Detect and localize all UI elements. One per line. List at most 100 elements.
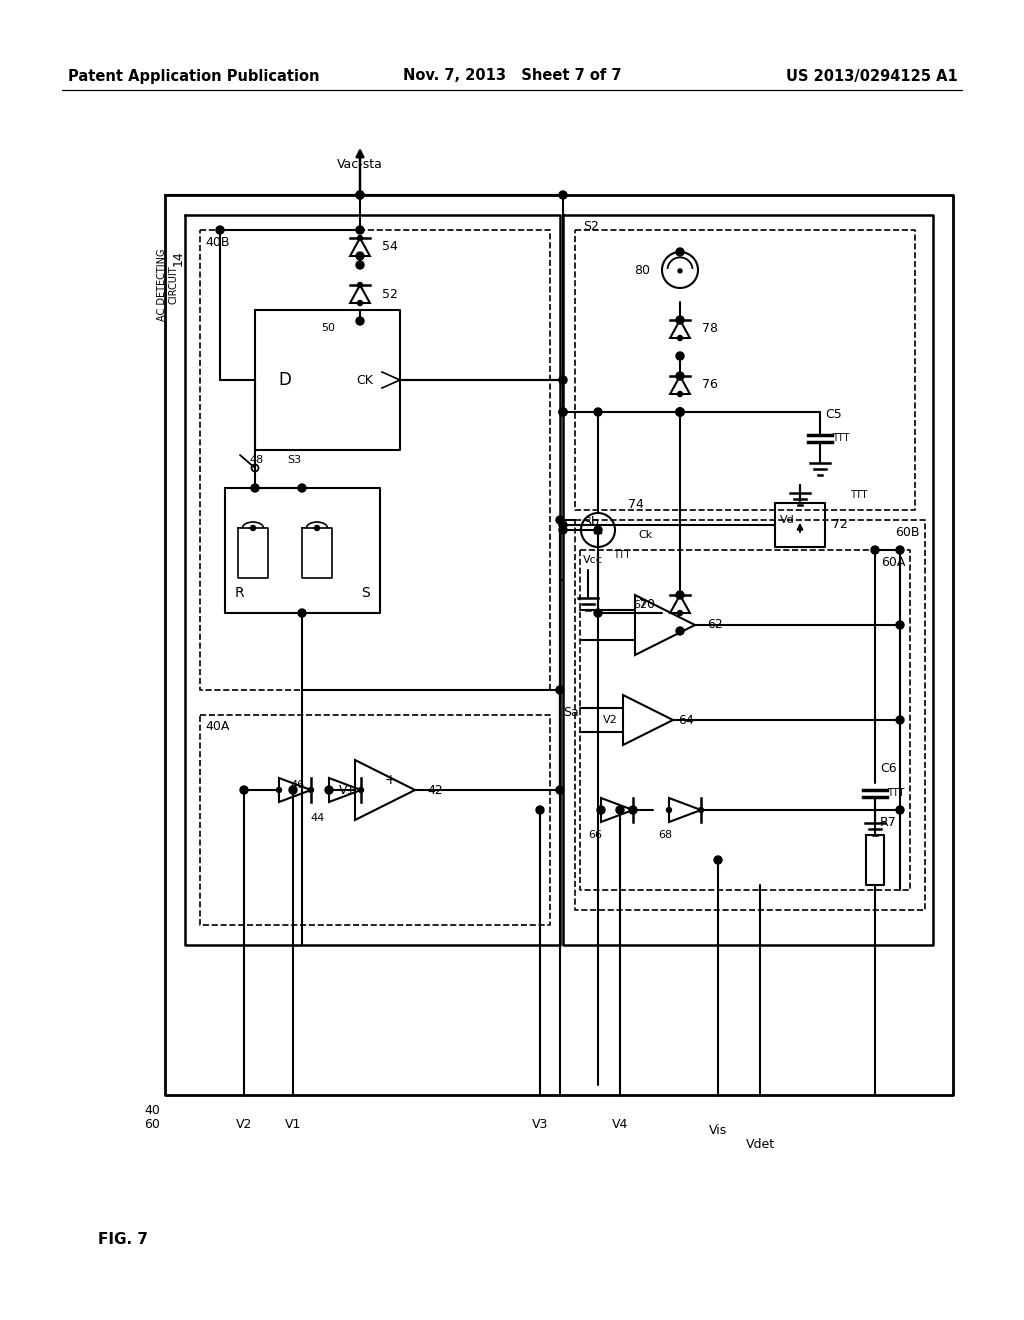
- Text: US 2013/0294125 A1: US 2013/0294125 A1: [786, 69, 958, 83]
- Circle shape: [616, 807, 624, 814]
- Circle shape: [356, 226, 364, 234]
- Circle shape: [678, 318, 683, 322]
- Text: V1: V1: [285, 1118, 301, 1131]
- Circle shape: [356, 191, 364, 199]
- Circle shape: [678, 269, 682, 273]
- Circle shape: [676, 408, 684, 416]
- Circle shape: [559, 521, 567, 529]
- Text: +: +: [384, 774, 396, 787]
- Text: 48: 48: [250, 455, 264, 465]
- Text: C6: C6: [880, 762, 897, 775]
- Circle shape: [676, 591, 684, 599]
- Text: Vdet: Vdet: [745, 1138, 774, 1151]
- Text: 50: 50: [321, 323, 335, 333]
- Circle shape: [676, 315, 684, 323]
- Circle shape: [896, 546, 904, 554]
- Text: TTT: TTT: [887, 788, 904, 799]
- Text: 60B: 60B: [896, 525, 920, 539]
- Text: Sa: Sa: [563, 706, 579, 719]
- Circle shape: [629, 807, 637, 814]
- Circle shape: [357, 301, 362, 305]
- Text: 40A: 40A: [205, 721, 229, 734]
- Circle shape: [276, 788, 282, 792]
- Circle shape: [698, 808, 703, 813]
- Text: 60: 60: [144, 1118, 160, 1131]
- Circle shape: [556, 785, 564, 795]
- Circle shape: [356, 317, 364, 325]
- Circle shape: [325, 785, 333, 795]
- Text: R7: R7: [880, 817, 897, 829]
- Circle shape: [308, 788, 313, 792]
- Circle shape: [676, 372, 684, 380]
- Text: V1: V1: [339, 784, 355, 796]
- Text: 52: 52: [382, 288, 398, 301]
- Text: 68: 68: [658, 830, 672, 840]
- Circle shape: [678, 392, 683, 396]
- Circle shape: [594, 525, 602, 535]
- Text: AC DETECTING
CIRCUIT: AC DETECTING CIRCUIT: [158, 248, 179, 321]
- Circle shape: [676, 408, 684, 416]
- Circle shape: [559, 376, 567, 384]
- Circle shape: [327, 788, 332, 792]
- Circle shape: [240, 785, 248, 795]
- Circle shape: [536, 807, 544, 814]
- Text: 40: 40: [144, 1104, 160, 1117]
- Text: Vis: Vis: [709, 1123, 727, 1137]
- Circle shape: [356, 252, 364, 260]
- Text: S2: S2: [583, 220, 599, 234]
- Text: Vcc: Vcc: [583, 554, 603, 565]
- Circle shape: [678, 610, 683, 615]
- Circle shape: [714, 855, 722, 865]
- Circle shape: [559, 408, 567, 416]
- Circle shape: [559, 408, 567, 416]
- Text: 62: 62: [633, 601, 647, 610]
- Text: Vac-sta: Vac-sta: [337, 158, 383, 172]
- Text: V3: V3: [531, 1118, 548, 1131]
- Circle shape: [556, 516, 564, 524]
- Text: 14: 14: [171, 249, 184, 265]
- Text: 78: 78: [702, 322, 718, 335]
- Circle shape: [216, 226, 224, 234]
- Circle shape: [676, 248, 684, 256]
- Text: TTT: TTT: [831, 433, 849, 444]
- Text: S3: S3: [287, 455, 301, 465]
- Circle shape: [667, 808, 672, 813]
- Text: 72: 72: [831, 519, 848, 532]
- Text: FIG. 7: FIG. 7: [98, 1233, 148, 1247]
- Circle shape: [559, 525, 567, 535]
- Circle shape: [594, 609, 602, 616]
- Circle shape: [357, 282, 362, 288]
- Circle shape: [314, 525, 319, 531]
- Text: S: S: [361, 586, 371, 601]
- Text: Vd: Vd: [780, 515, 795, 525]
- Circle shape: [594, 408, 602, 416]
- Circle shape: [597, 807, 605, 814]
- Circle shape: [289, 785, 297, 795]
- Circle shape: [251, 525, 256, 531]
- Text: 46: 46: [291, 780, 305, 789]
- Text: 44: 44: [311, 813, 326, 822]
- Text: 74: 74: [628, 499, 644, 511]
- Circle shape: [896, 620, 904, 630]
- Text: 66: 66: [588, 830, 602, 840]
- Text: 64: 64: [678, 714, 693, 726]
- Text: Patent Application Publication: Patent Application Publication: [68, 69, 319, 83]
- Text: 80: 80: [634, 264, 650, 276]
- Circle shape: [598, 808, 603, 813]
- Text: V2: V2: [236, 1118, 252, 1131]
- Circle shape: [676, 627, 684, 635]
- Circle shape: [678, 335, 683, 341]
- Text: D: D: [279, 371, 292, 389]
- Text: 62: 62: [707, 619, 723, 631]
- Text: 60A: 60A: [881, 556, 905, 569]
- Circle shape: [678, 374, 683, 379]
- Circle shape: [896, 807, 904, 814]
- Circle shape: [356, 261, 364, 269]
- Circle shape: [871, 546, 879, 554]
- Circle shape: [559, 191, 567, 199]
- Circle shape: [298, 484, 306, 492]
- Circle shape: [358, 788, 364, 792]
- Text: 70: 70: [639, 598, 655, 610]
- Text: Nov. 7, 2013   Sheet 7 of 7: Nov. 7, 2013 Sheet 7 of 7: [402, 69, 622, 83]
- Text: 40B: 40B: [205, 235, 229, 248]
